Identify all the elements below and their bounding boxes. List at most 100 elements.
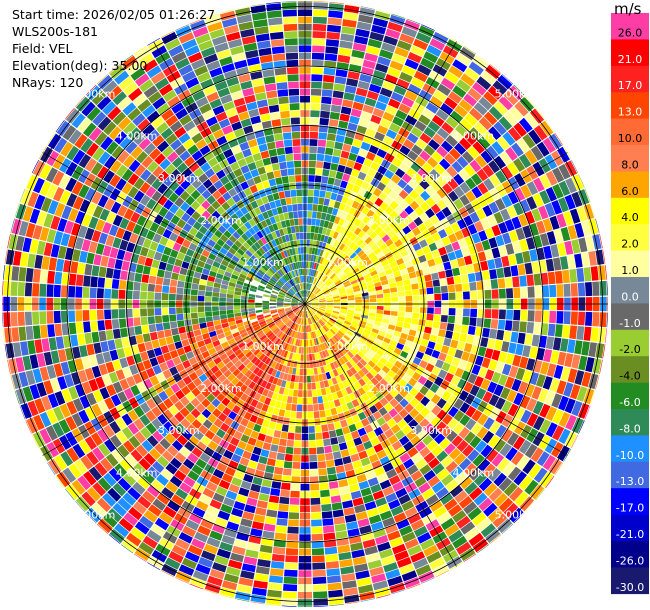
velocity-gate [272,546,286,555]
velocity-gate [214,277,223,284]
velocity-gate [524,95,535,108]
velocity-gate [396,342,405,350]
velocity-gate [328,170,337,178]
velocity-gate [401,570,418,582]
velocity-gate [275,177,283,185]
velocity-gate [167,500,181,512]
velocity-gate [375,391,384,401]
velocity-gate [318,296,325,300]
velocity-gate [311,59,324,68]
velocity-gate [250,255,258,262]
velocity-gate [123,388,134,400]
velocity-gate [22,355,32,371]
velocity-gate [102,245,112,257]
velocity-gate [185,519,200,531]
velocity-gate [323,342,329,349]
velocity-gate [583,267,592,282]
velocity-gate [264,373,271,382]
velocity-gate [98,363,108,376]
velocity-gate [511,216,522,230]
velocity-gate [435,239,444,249]
velocity-gate [306,318,308,325]
velocity-gate [338,47,352,57]
velocity-gate [565,414,577,431]
velocity-gate [317,280,323,287]
velocity-gate [285,403,292,411]
velocity-gate [360,165,370,174]
velocity-gate [325,309,333,312]
velocity-gate [312,315,317,322]
velocity-gate [249,414,258,424]
velocity-gate [427,120,441,133]
velocity-gate [147,316,156,325]
velocity-gate [310,497,321,505]
velocity-gate [327,17,342,26]
velocity-gate [235,494,248,504]
velocity-gate [228,411,238,420]
velocity-gate [74,237,84,250]
velocity-gate [381,259,389,267]
velocity-gate [29,208,41,224]
velocity-gate [486,449,499,463]
velocity-gate [429,500,443,512]
velocity-gate [175,108,188,120]
velocity-gate [250,601,265,605]
velocity-gate [414,184,425,195]
velocity-gate [281,342,287,349]
velocity-gate [234,447,245,457]
velocity-gate [185,413,196,424]
velocity-gate [524,113,539,129]
velocity-gate [436,146,448,158]
velocity-gate [396,280,404,287]
velocity-gate [419,150,431,162]
velocity-gate [305,290,307,297]
velocity-gate [121,182,133,195]
velocity-gate [323,161,331,170]
velocity-gate [246,542,260,552]
velocity-gate [271,276,278,282]
velocity-gate [360,285,368,291]
velocity-gate [346,159,355,169]
velocity-gate [390,292,398,297]
velocity-gate [307,261,311,269]
velocity-gate [269,306,277,309]
velocity-gate [394,403,404,413]
velocity-gate [320,417,327,425]
velocity-gate [383,310,391,315]
velocity-gate [419,313,427,320]
velocity-gate [376,239,385,247]
velocity-gate [327,320,335,326]
velocity-gate [306,275,309,283]
velocity-gate [134,521,150,535]
velocity-gate [105,453,119,467]
velocity-gate [436,398,447,409]
velocity-gate [196,156,207,167]
velocity-gate [311,285,315,292]
velocity-gate [157,140,170,153]
velocity-gate [506,288,514,299]
velocity-gate [165,263,174,272]
velocity-gate [429,38,446,51]
velocity-gate [258,318,266,323]
velocity-gate [311,339,315,346]
velocity-gate [491,309,499,319]
velocity-gate [520,409,532,424]
velocity-gate [97,166,109,180]
velocity-gate [36,240,46,255]
velocity-gate [199,145,211,156]
velocity-gate [180,179,191,190]
velocity-gate [257,386,265,395]
velocity-gate [90,162,103,176]
velocity-gate [333,399,341,407]
velocity-gate [316,312,323,317]
velocity-gate [240,332,248,338]
velocity-gate [346,198,355,207]
velocity-gate [179,332,188,341]
velocity-gate [352,139,363,148]
velocity-gate [11,266,20,281]
velocity-gate [211,388,221,398]
velocity-gate [389,200,399,210]
velocity-gate [374,226,383,235]
velocity-gate [285,295,292,299]
velocity-gate [68,129,82,145]
